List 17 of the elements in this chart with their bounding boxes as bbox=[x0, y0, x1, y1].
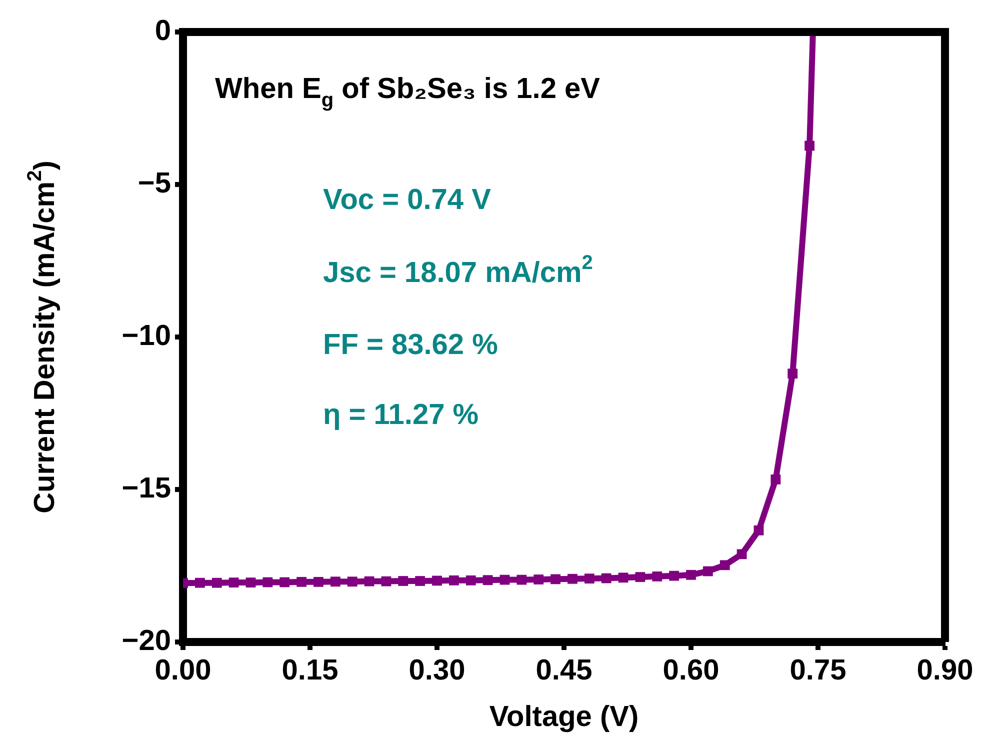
y-tick-label: −5 bbox=[138, 168, 171, 200]
y-axis-title: Current Density (mA/cm2) bbox=[24, 160, 61, 514]
y-tick-label: −10 bbox=[122, 320, 171, 352]
x-tick-label: 0.45 bbox=[536, 654, 592, 686]
x-tick-label: 0.30 bbox=[408, 654, 466, 686]
x-tick-label: 0.90 bbox=[916, 654, 974, 686]
y-tick-label: −15 bbox=[122, 472, 171, 504]
annotation: FF = 83.62 % bbox=[323, 329, 498, 361]
y-tick-label: 0 bbox=[154, 15, 171, 47]
x-tick-label: 0.15 bbox=[282, 654, 338, 686]
x-tick-label: 0.75 bbox=[790, 654, 846, 686]
x-tick-label: 0.00 bbox=[154, 654, 212, 686]
y-tick-label: −20 bbox=[122, 625, 171, 657]
x-tick-label: 0.60 bbox=[662, 654, 720, 686]
x-axis-title: Voltage (V) bbox=[489, 701, 639, 733]
annotation: Voc = 0.74 V bbox=[323, 184, 492, 216]
annotation: η = 11.27 % bbox=[323, 399, 479, 431]
